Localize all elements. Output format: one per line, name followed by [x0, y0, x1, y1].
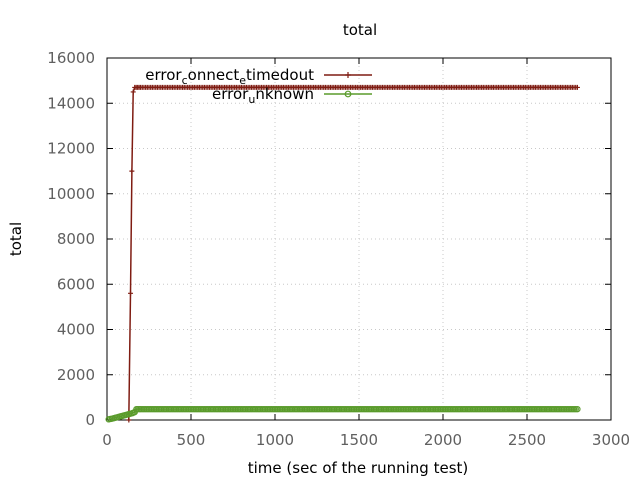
y-tick-label: 6000 — [57, 275, 95, 293]
y-tick-label: 10000 — [47, 185, 95, 203]
x-axis-label: time (sec of the running test) — [248, 459, 469, 477]
legend-marker — [344, 90, 352, 98]
data-point — [128, 290, 134, 296]
x-tick-label: 0 — [102, 431, 112, 449]
legend-marker — [345, 72, 351, 78]
series-line — [128, 86, 578, 421]
data-point — [129, 168, 135, 174]
data-point — [126, 417, 132, 423]
tick-marks — [106, 57, 612, 421]
x-tick-label: 500 — [177, 431, 206, 449]
chart-title: total — [343, 21, 377, 39]
legend-label: errorconnectetimedout — [145, 66, 314, 87]
tick-labels: 0 500 1000 1500 2000 2500 3000 0 2000 4000 6000 800… — [47, 49, 630, 449]
legend-label: errorunknown — [212, 85, 314, 106]
x-tick-label: 2500 — [508, 431, 546, 449]
legend-entry: errorunknown — [212, 85, 372, 106]
y-tick-label: 0 — [85, 411, 95, 429]
series-layer — [105, 84, 581, 423]
y-tick-label: 2000 — [57, 366, 95, 384]
x-tick-label: 1000 — [256, 431, 294, 449]
x-tick-label: 2000 — [424, 431, 462, 449]
y-tick-label: 16000 — [47, 49, 95, 67]
legend-entry: errorconnectetimedout — [145, 66, 372, 87]
x-tick-label: 3000 — [592, 431, 630, 449]
y-tick-label: 8000 — [57, 230, 95, 248]
series-error-connect-etimedout — [126, 84, 580, 423]
x-tick-label: 1500 — [340, 431, 378, 449]
data-point — [574, 84, 580, 90]
series-error-unknown — [105, 405, 581, 423]
data-point — [574, 405, 581, 413]
y-tick-label: 4000 — [57, 321, 95, 339]
y-tick-label: 14000 — [47, 94, 95, 112]
data-point — [130, 89, 136, 95]
y-axis-label: total — [7, 222, 25, 256]
grid — [107, 58, 611, 420]
y-tick-label: 12000 — [47, 140, 95, 158]
